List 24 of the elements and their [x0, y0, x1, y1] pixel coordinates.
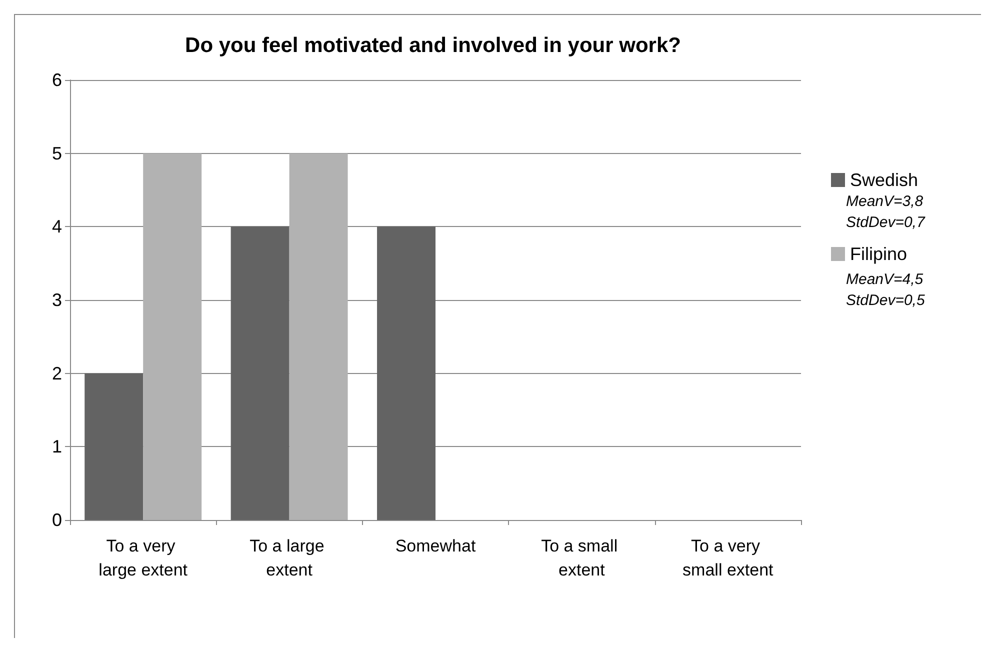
y-tick-label: 0: [52, 510, 62, 530]
bar: [289, 153, 348, 520]
y-tick-label: 3: [52, 290, 62, 310]
text: MeanV=3,8: [846, 193, 924, 210]
y-tick-label: 6: [52, 70, 62, 90]
x-tick-label: Somewhat: [395, 536, 476, 556]
bar: [143, 153, 202, 520]
bar: [230, 226, 290, 520]
y-tick-label: 4: [52, 216, 62, 237]
x-tick-label: To a large extent: [250, 536, 329, 580]
x-tick-label: To a small extent: [541, 536, 622, 580]
x-tick-label: To a very small extent: [682, 536, 774, 580]
bar: [84, 373, 144, 520]
bar: [377, 226, 436, 520]
text: StdDev=0,5: [846, 292, 926, 309]
chart-title: Do you feel motivated and involved in your work?: [185, 34, 681, 57]
y-tick-label: 2: [52, 363, 62, 384]
y-tick-label: 5: [52, 143, 62, 164]
legend-label: Swedish: [850, 170, 918, 190]
x-tick-label: To a very large extent: [98, 536, 188, 580]
text: MeanV=4,5: [846, 271, 924, 288]
text: StdDev=0,7: [846, 214, 926, 231]
y-tick-label: 1: [52, 436, 62, 457]
legend-label: Filipino: [850, 244, 908, 264]
